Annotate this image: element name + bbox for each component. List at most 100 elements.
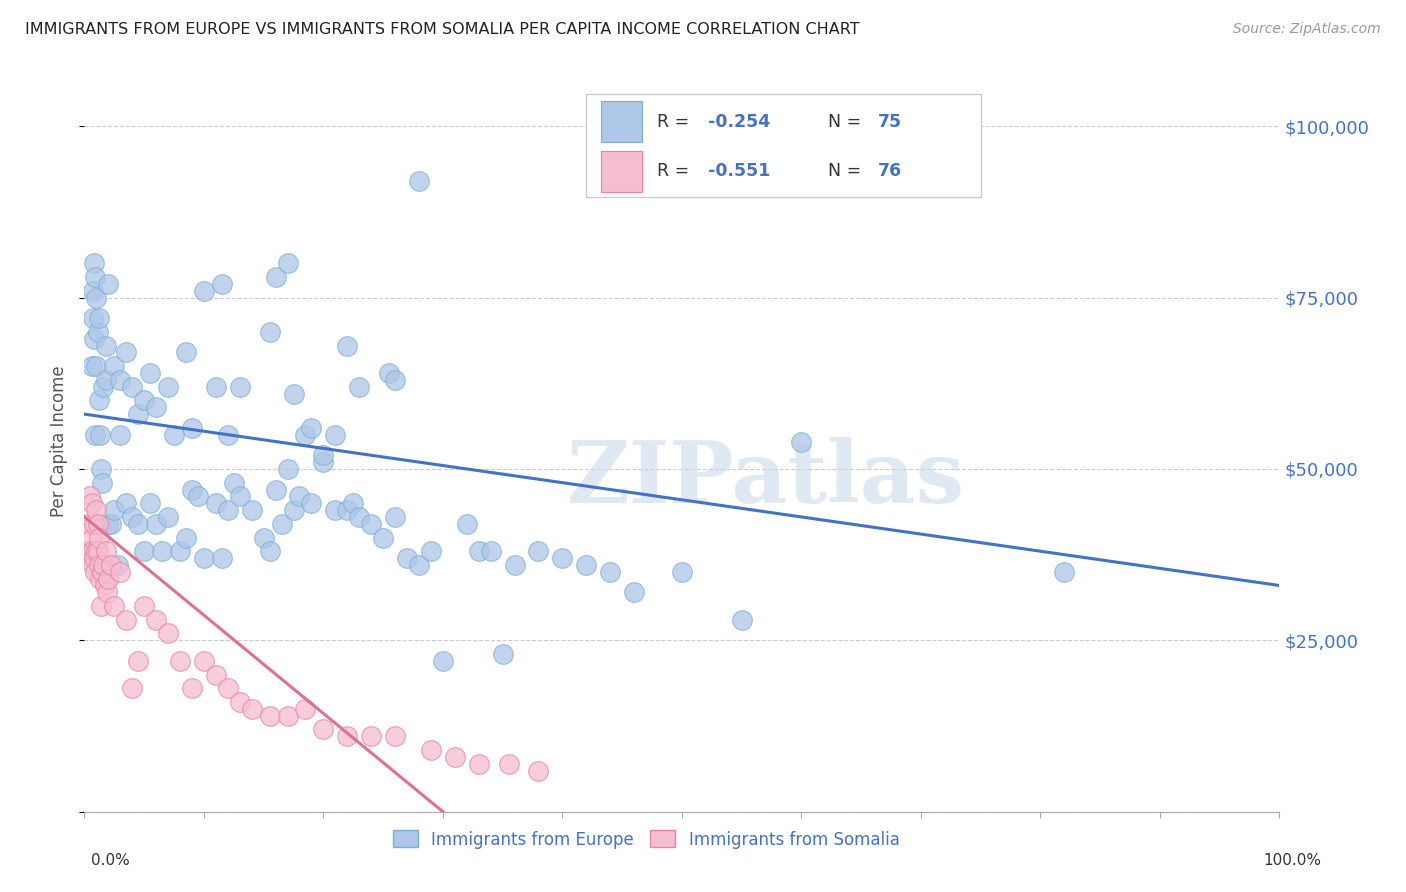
Point (205, 380, 228, 394)
Point (86, 325, 108, 339)
Point (132, 544, 156, 558)
Point (205, 667, 228, 681)
Point (83, 332, 105, 346)
Point (86, 516, 108, 531)
Point (181, 681, 204, 696)
Point (132, 393, 156, 408)
Point (82, 544, 104, 558)
Point (96, 585, 118, 599)
Point (145, 613, 167, 627)
Point (84, 565, 107, 579)
Point (127, 407, 149, 421)
Point (349, 510, 371, 524)
Point (87, 531, 110, 545)
Point (94, 338, 117, 352)
Text: R =: R = (657, 112, 695, 131)
Point (110, 373, 132, 387)
Point (97, 277, 120, 291)
Point (83, 256, 105, 270)
Point (222, 475, 245, 490)
Point (115, 496, 138, 510)
Point (193, 284, 215, 298)
Point (94, 373, 117, 387)
Point (97, 572, 120, 586)
Point (432, 654, 454, 668)
Point (420, 743, 443, 757)
Text: IMMIGRANTS FROM EUROPE VS IMMIGRANTS FROM SOMALIA PER CAPITA INCOME CORRELATION : IMMIGRANTS FROM EUROPE VS IMMIGRANTS FRO… (25, 22, 860, 37)
Point (211, 277, 233, 291)
Point (82, 284, 104, 298)
Point (169, 544, 191, 558)
Point (139, 366, 162, 380)
Point (87, 393, 110, 408)
Point (277, 256, 299, 270)
Point (87, 311, 110, 326)
Point (336, 338, 359, 352)
Point (79, 489, 101, 503)
Point (575, 558, 598, 572)
Point (80, 531, 103, 545)
Point (277, 708, 299, 723)
Point (86, 291, 108, 305)
Point (378, 366, 401, 380)
Point (312, 448, 335, 462)
Point (93, 578, 115, 592)
Point (100, 516, 122, 531)
Point (373, 531, 395, 545)
Point (181, 483, 204, 497)
Point (479, 544, 502, 558)
Point (86, 544, 108, 558)
Point (1053, 565, 1076, 579)
Point (157, 626, 180, 640)
Point (342, 496, 364, 510)
Point (205, 496, 228, 510)
Point (217, 681, 239, 696)
Point (82, 311, 104, 326)
Point (86, 544, 108, 558)
Point (163, 427, 186, 442)
Text: -0.551: -0.551 (709, 162, 770, 180)
Point (294, 702, 316, 716)
Point (259, 325, 281, 339)
Point (89, 427, 111, 442)
Point (84, 427, 107, 442)
Point (270, 516, 292, 531)
Point (103, 599, 125, 613)
Point (264, 483, 287, 497)
Point (229, 489, 252, 503)
Point (103, 359, 125, 373)
Point (384, 373, 406, 387)
Point (174, 531, 197, 545)
Point (294, 427, 316, 442)
Point (283, 503, 305, 517)
Point (107, 558, 129, 572)
Point (193, 654, 215, 668)
Point (336, 729, 359, 743)
Point (93, 380, 115, 394)
Legend: Immigrants from Europe, Immigrants from Somalia: Immigrants from Europe, Immigrants from … (385, 823, 907, 855)
Text: -0.254: -0.254 (709, 112, 770, 131)
Point (187, 489, 209, 503)
Point (115, 345, 138, 359)
Point (110, 565, 132, 579)
Point (211, 551, 233, 566)
Text: R =: R = (657, 162, 695, 180)
Point (181, 421, 204, 435)
Point (121, 681, 143, 696)
Point (229, 695, 252, 709)
Point (408, 558, 430, 572)
Point (301, 421, 323, 435)
Point (150, 544, 173, 558)
Point (157, 510, 180, 524)
Point (240, 702, 263, 716)
Point (87, 558, 110, 572)
Point (127, 516, 149, 531)
Point (396, 551, 419, 566)
Point (121, 380, 143, 394)
Point (94, 544, 117, 558)
Point (420, 544, 443, 558)
Point (90, 462, 112, 476)
Text: Source: ZipAtlas.com: Source: ZipAtlas.com (1233, 22, 1381, 37)
Point (83, 551, 105, 566)
Point (312, 723, 335, 737)
